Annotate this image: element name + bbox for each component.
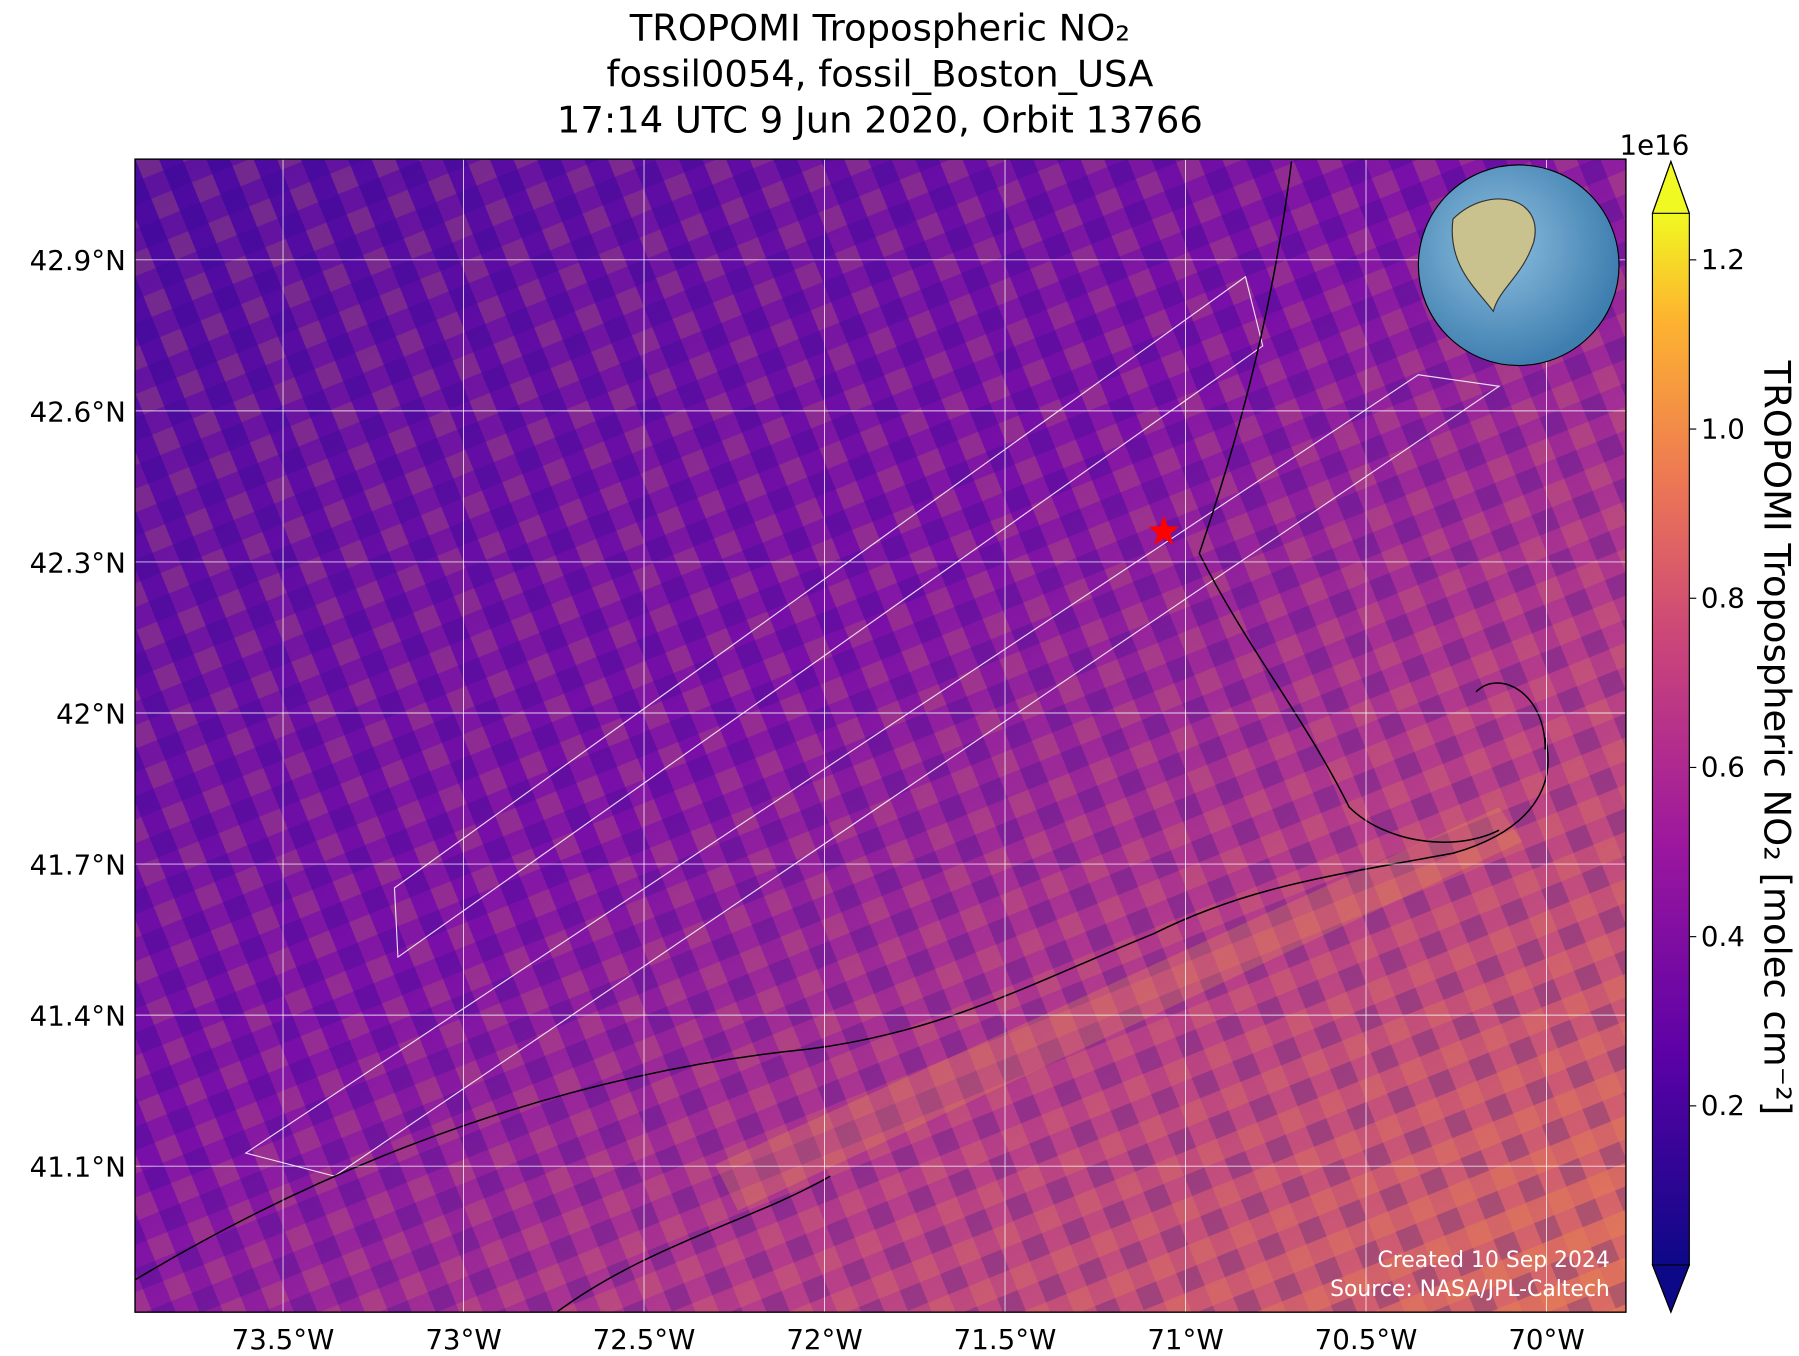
y-tick-label: 42.6°N (30, 395, 126, 428)
map-frame (134, 158, 1627, 1313)
map-texture (135, 159, 1626, 1313)
x-tick-label: 72.5°W (593, 1323, 696, 1356)
x-tick-label: 73°W (425, 1323, 501, 1356)
colorbar-tick-label: 0.2 (1701, 1089, 1745, 1122)
footprints (244, 275, 1501, 1177)
colorbar-tick-label: 0.6 (1701, 751, 1745, 784)
colorbar-offset: 1e16 (1620, 129, 1690, 162)
site-marker (1148, 515, 1180, 545)
x-tick-label: 72°W (786, 1323, 862, 1356)
y-tick-label: 41.1°N (30, 1151, 126, 1184)
colorbar-tick-label: 0.8 (1701, 581, 1745, 614)
chart-title: TROPOMI Tropospheric NO₂ (629, 6, 1130, 49)
map-area (135, 159, 1626, 1313)
colorbar (1652, 213, 1690, 1265)
plume (715, 807, 1523, 1211)
annotation: Created 10 Sep 2024 (1377, 1248, 1609, 1273)
x-tick-label: 71°W (1147, 1323, 1223, 1356)
y-tick-label: 42.9°N (30, 244, 126, 277)
colorbar-extend-min (1651, 1264, 1691, 1314)
y-tick-label: 41.7°N (30, 848, 126, 881)
chart-title: fossil0054, fossil_Boston_USA (606, 52, 1153, 95)
x-tick-label: 73.5°W (232, 1323, 335, 1356)
y-tick-label: 42°N (56, 697, 126, 730)
x-tick-label: 71.5°W (954, 1323, 1057, 1356)
colorbar-tick-label: 1.0 (1701, 412, 1745, 445)
colorbar-frame (1651, 159, 1690, 1314)
inset-globe (1417, 164, 1620, 367)
gridlines (135, 159, 1626, 1313)
chart-title: 17:14 UTC 9 Jun 2020, Orbit 13766 (557, 99, 1203, 142)
x-tick-label: 70.5°W (1315, 1323, 1418, 1356)
y-tick-label: 41.4°N (30, 999, 126, 1032)
annotation: Source: NASA/JPL-Caltech (1330, 1277, 1610, 1302)
y-tick-label: 42.3°N (30, 546, 126, 579)
colorbar-label: TROPOMI Tropospheric NO₂ [molec cm⁻²] (1755, 360, 1798, 1116)
globe-land (1451, 198, 1536, 313)
x-tick-label: 70°W (1508, 1323, 1584, 1356)
colorbar-tick-label: 0.4 (1701, 920, 1745, 953)
colorbar-extend-max (1651, 159, 1691, 214)
colorbar-tick-label: 1.2 (1701, 243, 1745, 276)
